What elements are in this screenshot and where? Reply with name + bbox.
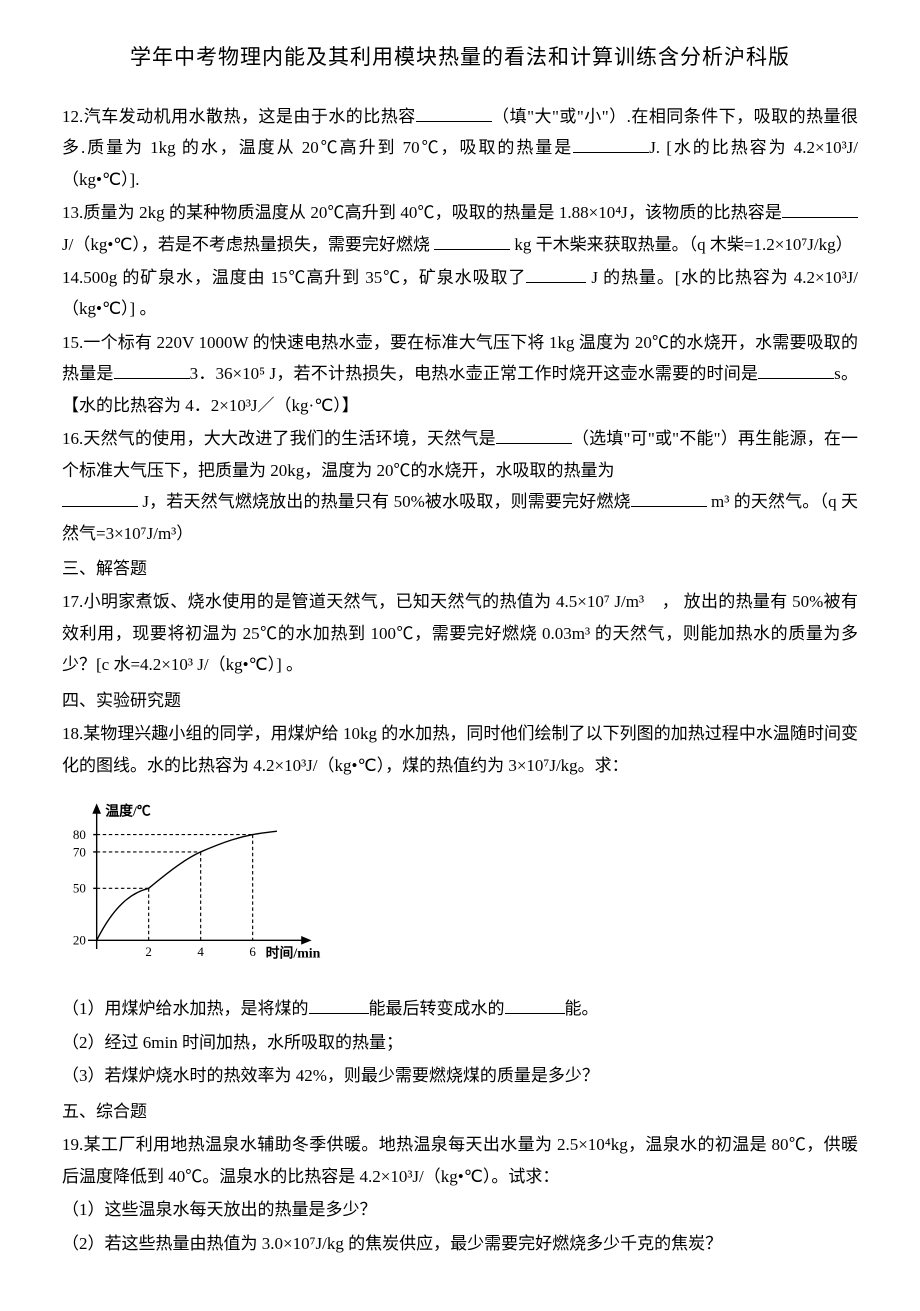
blank: [631, 490, 707, 507]
q16-text-a: 16.天然气的使用，大大改进了我们的生活环境，天然气是: [62, 429, 496, 448]
question-18-3: （3）若煤炉烧水时的热效率为 42%，则最少需要燃烧煤的质量是多少？: [62, 1060, 858, 1091]
q13-text-b: J/（kg•℃），若是不考虑热量损失，需要完好燃烧: [62, 235, 434, 254]
question-13: 13.质量为 2kg 的某种物质温度从 20℃高升到 40℃，吸取的热量是 1.…: [62, 197, 858, 260]
y-tick-label: 50: [73, 881, 86, 896]
blank: [573, 136, 649, 153]
y-tick-label: 70: [73, 844, 86, 859]
section-4-header: 四、实验研究题: [62, 685, 858, 716]
q16-text-c: J，若天然气燃烧放出的热量只有 50%被水吸取，则需要完好燃烧: [138, 492, 631, 511]
page-title: 学年中考物理内能及其利用模块热量的看法和计算训练含分析沪科版: [62, 38, 858, 77]
question-18-intro: 18.某物理兴趣小组的同学，用煤炉给 10kg 的水加热，同时他们绘制了以下列图…: [62, 718, 858, 781]
blank: [62, 490, 138, 507]
blank: [434, 233, 510, 250]
x-axis-arrow: [301, 936, 311, 945]
question-14: 14.500g 的矿泉水，温度由 15℃高升到 35℃，矿泉水吸取了 J 的热量…: [62, 262, 858, 325]
y-axis-arrow: [92, 803, 101, 813]
blank: [526, 266, 586, 283]
q14-text-a: 14.500g 的矿泉水，温度由 15℃高升到 35℃，矿泉水吸取了: [62, 268, 526, 287]
q13-text-a: 13.质量为 2kg 的某种物质温度从 20℃高升到 40℃，吸取的热量是 1.…: [62, 203, 782, 222]
section-3-header: 三、解答题: [62, 553, 858, 584]
q12-text-a: 12.汽车发动机用水散热，这是由于水的比热容: [62, 107, 416, 126]
question-12: 12.汽车发动机用水散热，这是由于水的比热容（填"大"或"小"）.在相同条件下，…: [62, 101, 858, 195]
y-axis-label: 温度/℃: [105, 803, 151, 819]
x-tick-label: 4: [197, 944, 204, 959]
question-15: 15.一个标有 220V 1000W 的快速电热水壶，要在标准大气压下将 1kg…: [62, 327, 858, 421]
question-19-1: （1）这些温泉水每天放出的热量是多少？: [62, 1194, 858, 1225]
blank: [309, 997, 369, 1014]
x-tick-label: 6: [249, 944, 256, 959]
blank: [114, 362, 190, 379]
q13-text-c: kg 干木柴来获取热量。（q 木柴=1.2×10⁷J/kg）: [510, 235, 852, 254]
question-19-2: （2）若这些热量由热值为 3.0×10⁷J/kg 的焦炭供应，最少需要完好燃烧多…: [62, 1228, 858, 1259]
blank: [505, 997, 565, 1014]
blank: [758, 362, 834, 379]
q18-1-text-c: 能。: [565, 999, 599, 1018]
q15-text-b: 3．36×10⁵ J，若不计热损失，电热水壶正常工作时烧开这壶水需要的时间是: [190, 364, 759, 383]
x-axis-label: 时间/min: [266, 945, 321, 961]
question-17: 17.小明家煮饭、烧水使用的是管道天然气，已知天然气的热值为 4.5×10⁷ J…: [62, 586, 858, 680]
question-16: 16.天然气的使用，大大改进了我们的生活环境，天然气是（选填"可"或"不能"）再…: [62, 423, 858, 549]
question-18-1: （1）用煤炉给水加热，是将煤的 能最后转变成水的 能。: [62, 993, 858, 1024]
y-tick-label: 80: [73, 827, 86, 842]
question-18-2: （2）经过 6min 时间加热，水所吸取的热量；: [62, 1027, 858, 1058]
blank: [782, 201, 858, 218]
question-19-intro: 19.某工厂利用地热温泉水辅助冬季供暖。地热温泉每天出水量为 2.5×10⁴kg…: [62, 1129, 858, 1192]
temperature-curve: [97, 831, 277, 940]
section-5-header: 五、综合题: [62, 1096, 858, 1127]
y-tick-label: 20: [73, 933, 86, 948]
x-tick-label: 2: [145, 944, 152, 959]
blank: [416, 105, 492, 122]
q18-1-text-b: 能最后转变成水的: [369, 999, 505, 1018]
temperature-time-graph: 20 50 70 80 2 4 6 温度/℃ 时间/min: [62, 789, 858, 989]
blank: [496, 427, 572, 444]
q18-1-text-a: （1）用煤炉给水加热，是将煤的: [62, 999, 309, 1018]
